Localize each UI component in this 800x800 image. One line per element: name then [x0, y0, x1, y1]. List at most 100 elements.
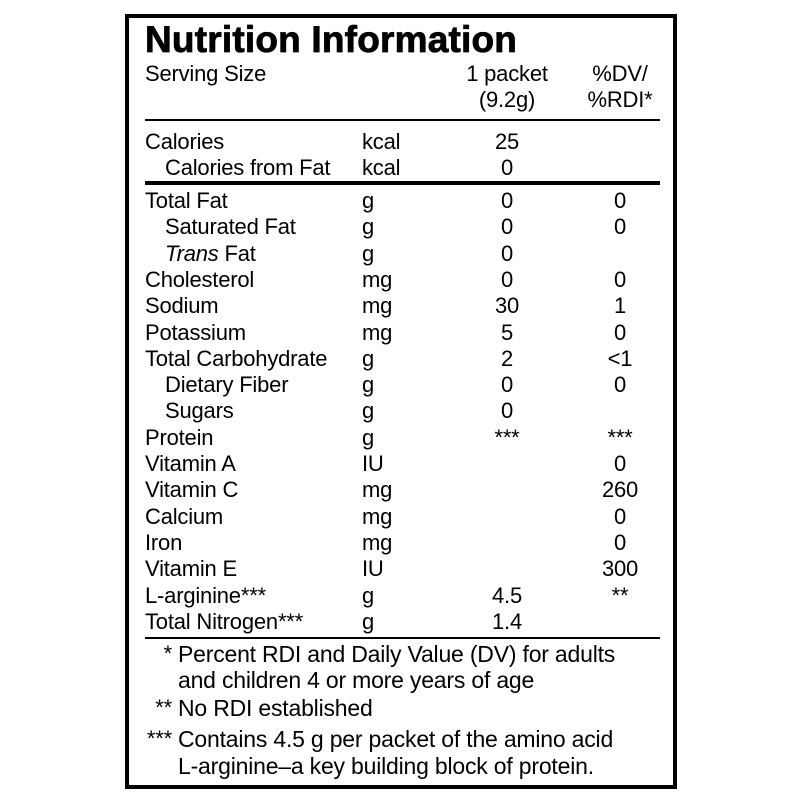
footnote-text: L-arginine–a key building block of prote…	[178, 753, 594, 779]
nutrient-unit: IU	[362, 451, 384, 476]
nutrient-amount: 4.5	[492, 582, 522, 608]
nutrient-unit: g	[362, 424, 375, 450]
nutrient-unit: mg	[362, 266, 393, 292]
nutrient-unit: g	[362, 608, 375, 634]
nutrient-dv: <1	[607, 345, 633, 371]
nutrient-amount: 0	[500, 372, 514, 398]
nutrient-name: Iron	[145, 529, 183, 555]
nutrient-dv: 0	[613, 529, 627, 555]
label-title: Nutrition Information	[145, 19, 518, 61]
nutrient-name: Cholesterol	[145, 266, 255, 292]
footnote-text: and children 4 or more years of age	[178, 667, 535, 693]
label-border	[125, 14, 677, 789]
nutrient-unit: g	[362, 214, 375, 240]
nutrient-name: Total Nitrogen***	[145, 608, 304, 634]
nutrient-unit: g	[362, 372, 375, 398]
nutrient-row: Calories from Fat kcal 0	[0, 155, 800, 181]
nutrient-row: Potassium mg 5 0	[0, 320, 800, 346]
nutrient-name: Vitamin E	[145, 556, 237, 582]
nutrient-row: Vitamin E IU 300	[0, 556, 800, 582]
thin-divider	[145, 119, 660, 121]
nutrient-amount: 30	[494, 293, 520, 319]
nutrient-name-italic: Trans	[165, 240, 219, 266]
nutrient-amount: 2	[500, 345, 514, 371]
nutrient-row: Calcium mg 0	[0, 504, 800, 530]
amount-header-line1: 1 packet	[466, 61, 548, 86]
nutrient-name: Protein	[145, 424, 214, 450]
nutrient-amount: 0	[500, 154, 514, 180]
thick-divider	[145, 181, 660, 185]
nutrient-row: Sugars g 0	[0, 398, 800, 424]
nutrient-amount: 0	[500, 214, 514, 240]
nutrient-name: Sodium	[145, 293, 219, 319]
nutrient-dv: 0	[613, 214, 627, 240]
nutrient-name: Trans Fat	[165, 240, 256, 266]
nutrient-name: Total Carbohydrate	[145, 345, 328, 371]
nutrient-amount: 25	[494, 129, 520, 154]
nutrient-unit: g	[362, 240, 375, 266]
nutrient-name: Calories	[145, 129, 225, 154]
footnote-mark: ***	[146, 726, 172, 751]
nutrient-row: Calories kcal 25	[0, 129, 800, 155]
nutrient-dv: 0	[613, 372, 627, 398]
nutrient-dv: **	[611, 582, 629, 608]
footnote-text: Percent RDI and Daily Value (DV) for adu…	[178, 641, 616, 667]
nutrient-unit: g	[362, 188, 375, 213]
nutrient-amount: 5	[500, 319, 514, 345]
nutrient-dv: 0	[613, 319, 627, 345]
nutrient-name: Dietary Fiber	[165, 372, 289, 398]
nutrient-row: Vitamin C mg 260	[0, 477, 800, 503]
nutrient-unit: kcal	[362, 129, 401, 154]
footnote-divider	[145, 637, 660, 639]
nutrient-amount: 1.4	[492, 608, 522, 634]
nutrient-unit: mg	[362, 293, 393, 319]
nutrient-dv: 0	[613, 188, 627, 213]
nutrient-amount: 0	[500, 398, 514, 424]
nutrient-dv: 0	[613, 451, 627, 476]
nutrient-dv: 1	[613, 293, 627, 319]
nutrient-name: Sugars	[165, 398, 234, 424]
nutrient-name: L-arginine***	[145, 582, 266, 608]
nutrient-name: Saturated Fat	[165, 214, 296, 240]
footnote-mark: *	[163, 641, 173, 666]
nutrient-row: Vitamin A IU 0	[0, 451, 800, 477]
nutrient-row: Total Fat g 0 0	[0, 188, 800, 214]
footnote-mark: **	[155, 695, 172, 720]
nutrient-name: Total Fat	[145, 188, 228, 213]
nutrient-row: Total Carbohydrate g 2 <1	[0, 346, 800, 372]
nutrient-row: Saturated Fat g 0 0	[0, 214, 800, 240]
nutrient-unit: mg	[362, 529, 393, 555]
nutrient-amount: 0	[500, 188, 514, 213]
nutrient-row: Dietary Fiber g 0 0	[0, 372, 800, 398]
amount-header-line2: (9.2g)	[478, 87, 536, 112]
nutrient-amount: 0	[500, 240, 514, 266]
nutrient-unit: mg	[362, 503, 393, 529]
nutrient-name: Calcium	[145, 503, 224, 529]
nutrient-dv: 300	[601, 556, 639, 582]
nutrient-name: Vitamin C	[145, 477, 239, 503]
footnote-text: No RDI established	[178, 695, 373, 721]
nutrient-name: Calories from Fat	[165, 154, 331, 180]
nutrient-row: Trans Fat g 0	[0, 241, 800, 267]
nutrient-row: L-arginine*** g 4.5 **	[0, 583, 800, 609]
nutrient-row: Cholesterol mg 0 0	[0, 267, 800, 293]
nutrient-row: Total Nitrogen*** g 1.4	[0, 609, 800, 635]
nutrient-name: Potassium	[145, 319, 246, 345]
nutrient-amount: 0	[500, 266, 514, 292]
nutrient-dv: 0	[613, 266, 627, 292]
nutrient-unit: mg	[362, 477, 393, 503]
nutrient-unit: IU	[362, 556, 384, 582]
nutrient-unit: mg	[362, 319, 393, 345]
nutrient-dv: 260	[601, 477, 639, 503]
footnote-text: Contains 4.5 g per packet of the amino a…	[178, 726, 614, 752]
nutrient-dv: ***	[607, 424, 633, 450]
dv-header-line1: %DV/	[592, 61, 648, 86]
dv-header-line2: %RDI*	[587, 87, 653, 112]
nutrient-dv: 0	[613, 503, 627, 529]
nutrient-row: Iron mg 0	[0, 530, 800, 556]
nutrient-unit: g	[362, 345, 375, 371]
nutrient-unit: g	[362, 398, 375, 424]
nutrient-unit: g	[362, 582, 375, 608]
nutrient-row: Sodium mg 30 1	[0, 293, 800, 319]
nutrient-amount: ***	[494, 424, 520, 450]
